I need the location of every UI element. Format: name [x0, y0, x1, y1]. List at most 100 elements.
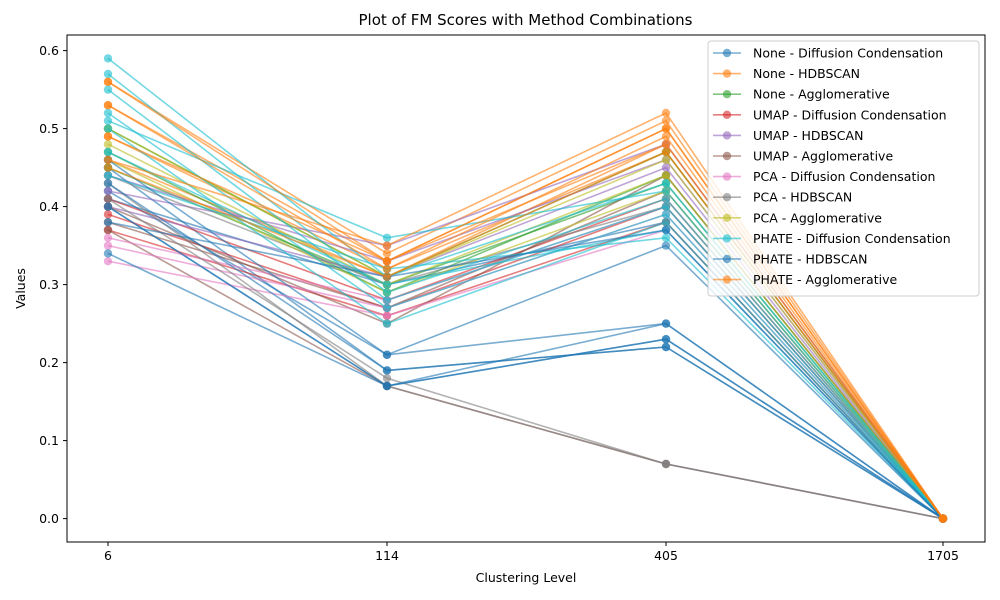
data-point	[661, 147, 671, 157]
data-point	[661, 225, 671, 235]
data-point	[382, 350, 392, 359]
data-point	[103, 85, 113, 94]
data-point	[382, 366, 392, 375]
data-point	[103, 140, 113, 149]
legend-swatch-marker	[722, 275, 732, 284]
data-point	[661, 163, 671, 172]
y-tick-label: 0.1	[39, 433, 59, 448]
legend-item: None - Diffusion Condensation	[713, 46, 943, 61]
data-point	[382, 319, 392, 328]
data-point	[103, 155, 113, 164]
series-line	[107, 112, 944, 520]
x-tick-label: 1705	[927, 548, 959, 563]
series-line	[107, 166, 944, 520]
data-point	[103, 249, 113, 258]
series-10	[103, 155, 948, 523]
y-axis-label: Values	[13, 268, 28, 309]
x-tick-label: 114	[375, 548, 399, 563]
chart-title: Plot of FM Scores with Method Combinatio…	[358, 11, 692, 29]
data-point	[661, 179, 671, 188]
data-point	[103, 202, 113, 211]
data-point	[661, 202, 671, 211]
data-point	[661, 124, 671, 133]
legend-box	[707, 40, 980, 297]
data-point	[103, 225, 113, 235]
legend-item: UMAP - Agglomerative	[713, 149, 893, 164]
y-tick-label: 0.3	[39, 277, 59, 292]
data-point	[661, 335, 671, 344]
data-point	[661, 241, 671, 250]
legend-item: UMAP - HDBSCAN	[713, 128, 863, 143]
legend-item: PHATE - Diffusion Condensation	[713, 231, 951, 246]
series-line	[107, 182, 944, 520]
legend-swatch-marker	[722, 69, 732, 78]
legend-item: None - Agglomerative	[713, 87, 890, 102]
series-line	[107, 81, 944, 520]
legend-label: PCA - HDBSCAN	[753, 190, 852, 205]
legend-swatch-marker	[722, 48, 732, 58]
data-point	[103, 124, 113, 133]
legend-swatch-marker	[722, 131, 732, 140]
legend-label: PCA - Agglomerative	[753, 210, 882, 225]
legend-label: None - Agglomerative	[753, 87, 890, 102]
data-point	[661, 171, 671, 180]
data-point	[382, 381, 392, 391]
data-point	[103, 171, 113, 180]
data-point	[382, 280, 392, 289]
data-point	[103, 101, 113, 110]
series-line	[107, 112, 944, 520]
legend-label: PHATE - HDBSCAN	[753, 252, 867, 267]
legend: None - Diffusion Condensation None - HDBS…	[707, 40, 980, 297]
legend-item: PCA - HDBSCAN	[713, 190, 852, 205]
data-point	[382, 241, 392, 250]
data-point	[661, 342, 671, 352]
legend-label: PHATE - Diffusion Condensation	[753, 231, 951, 246]
data-point	[103, 179, 113, 188]
y-tick-label: 0.0	[39, 511, 59, 526]
data-point	[103, 116, 113, 126]
data-point	[103, 163, 113, 172]
data-point	[382, 257, 392, 266]
data-point	[382, 233, 392, 242]
series-11	[103, 77, 948, 523]
legend-item: PHATE - Agglomerative	[713, 272, 897, 287]
legend-swatch-marker	[722, 172, 732, 181]
data-point	[382, 264, 392, 274]
data-point	[382, 311, 392, 320]
y-tick-label: 0.2	[39, 355, 59, 370]
y-tick-label: 0.6	[39, 43, 59, 58]
legend-swatch-marker	[722, 254, 732, 264]
data-point	[103, 210, 113, 219]
data-point	[661, 218, 671, 227]
x-tick-label: 405	[654, 548, 678, 563]
data-point	[103, 132, 113, 141]
data-point	[661, 186, 671, 196]
legend-label: None - HDBSCAN	[753, 66, 860, 81]
data-point	[103, 54, 113, 63]
data-point	[103, 186, 113, 196]
series-line	[107, 127, 944, 520]
series-line	[107, 252, 944, 520]
legend-label: UMAP - Agglomerative	[753, 149, 893, 164]
data-point	[103, 108, 113, 118]
data-point	[661, 140, 671, 149]
legend-swatch-marker	[722, 90, 732, 99]
series-line	[107, 57, 944, 520]
series-line	[107, 135, 944, 520]
series-line	[107, 205, 944, 520]
legend-swatch-marker	[722, 213, 732, 222]
data-point	[103, 69, 113, 79]
plot-lines	[103, 54, 948, 523]
y-axis: 0.0 0.1 0.2 0.3 0.4 0.5 0.6	[39, 43, 67, 526]
data-point	[103, 77, 113, 87]
series-line	[107, 151, 944, 520]
data-point	[382, 288, 392, 297]
plot-frame	[66, 34, 986, 543]
legend-label: UMAP - HDBSCAN	[753, 128, 863, 143]
legend-item: PHATE - HDBSCAN	[713, 252, 867, 267]
series-line	[107, 73, 944, 520]
legend-item: UMAP - Diffusion Condensation	[713, 107, 947, 122]
data-point	[382, 249, 392, 258]
data-point	[103, 194, 113, 203]
